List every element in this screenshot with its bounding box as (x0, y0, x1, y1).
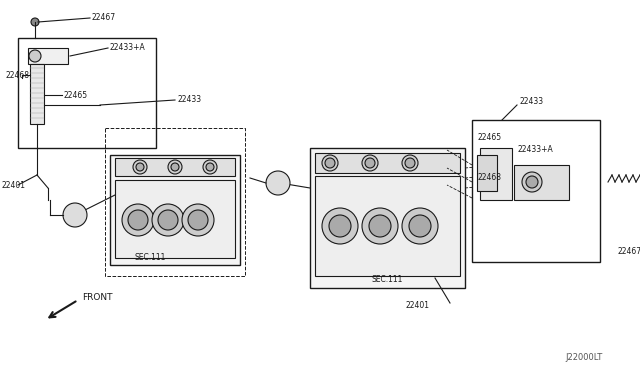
Bar (472, 120, 600, 262)
Bar (480, 148, 512, 200)
Bar (315, 176, 460, 276)
Circle shape (409, 215, 431, 237)
Bar (30, 64, 44, 124)
Circle shape (29, 50, 41, 62)
Circle shape (31, 18, 39, 26)
Circle shape (402, 208, 438, 244)
Circle shape (362, 155, 378, 171)
Circle shape (136, 163, 144, 171)
Circle shape (522, 172, 542, 192)
Text: 22433+A: 22433+A (517, 145, 553, 154)
Circle shape (405, 158, 415, 168)
Circle shape (325, 158, 335, 168)
Circle shape (158, 210, 178, 230)
Circle shape (203, 160, 217, 174)
Text: 22467: 22467 (92, 13, 116, 22)
Bar (18, 38, 156, 148)
Text: J22000LT: J22000LT (565, 353, 602, 362)
Bar (514, 165, 569, 200)
Circle shape (365, 158, 375, 168)
Circle shape (171, 163, 179, 171)
Circle shape (402, 155, 418, 171)
Circle shape (152, 204, 184, 236)
Bar (310, 148, 465, 288)
Circle shape (122, 204, 154, 236)
Bar (477, 155, 497, 191)
Text: 22465: 22465 (477, 134, 501, 142)
Text: FRONT: FRONT (82, 294, 113, 302)
Bar (115, 180, 235, 258)
Circle shape (526, 176, 538, 188)
Text: 22433: 22433 (519, 97, 543, 106)
Circle shape (266, 171, 290, 195)
Circle shape (133, 160, 147, 174)
Circle shape (322, 208, 358, 244)
Text: 22467: 22467 (618, 247, 640, 257)
Circle shape (362, 208, 398, 244)
Bar (315, 153, 460, 173)
Bar (115, 158, 235, 176)
Text: SEC.111: SEC.111 (371, 276, 403, 285)
Bar (105, 128, 245, 276)
Bar (28, 48, 68, 64)
Text: 22468: 22468 (477, 173, 501, 183)
Text: 22468: 22468 (5, 71, 29, 80)
Circle shape (128, 210, 148, 230)
Text: 22401: 22401 (2, 180, 26, 189)
Circle shape (168, 160, 182, 174)
Text: 22465: 22465 (64, 90, 88, 99)
Circle shape (63, 203, 87, 227)
Circle shape (206, 163, 214, 171)
Circle shape (369, 215, 391, 237)
Circle shape (329, 215, 351, 237)
Text: SEC.111: SEC.111 (134, 253, 166, 263)
Bar (110, 155, 240, 265)
Text: 22433: 22433 (177, 96, 201, 105)
Circle shape (182, 204, 214, 236)
Circle shape (322, 155, 338, 171)
Text: 22401: 22401 (405, 301, 429, 311)
Text: 22433+A: 22433+A (110, 44, 146, 52)
Circle shape (188, 210, 208, 230)
